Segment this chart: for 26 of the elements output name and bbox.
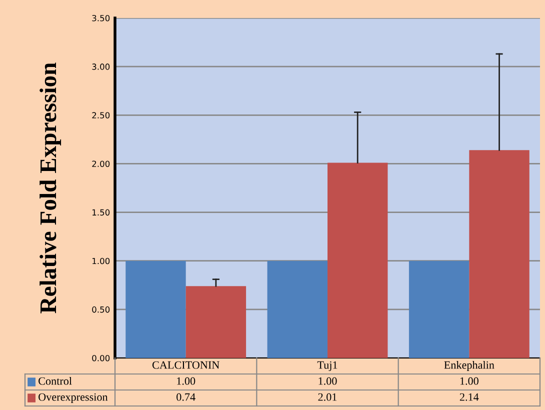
data-label: 1.00 [177,377,196,385]
data-label: 0.74 [176,393,196,401]
x-tick-label: Tuj1 [317,361,338,372]
y-tick-label: 1.50 [92,209,110,216]
y-tick-label: 2.50 [92,112,110,118]
y-tick-label: 3.00 [92,64,110,70]
y-axis-title: Relative Fold Expression [40,62,62,314]
bar [328,162,388,358]
y-tick-label: 3.50 [92,14,110,22]
y-tick-label: 0.50 [92,306,110,313]
data-label: 2.14 [460,393,479,401]
data-label: 2.01 [318,393,337,401]
x-tick-label: CALCITONIN [152,361,220,369]
y-tick-label: 0.00 [92,354,110,362]
x-tick-label: Enkephalin [444,360,494,372]
legend-label: Overexpression [38,393,108,404]
y-tick-label: 1.00 [92,258,110,264]
bar [126,260,186,358]
y-tick-label: 2.00 [92,160,110,167]
data-label: 1.00 [318,377,337,385]
bar [186,286,246,358]
bar [469,150,530,358]
bar [408,260,470,358]
data-label: 1.00 [460,377,478,385]
bar [267,260,328,358]
legend-label: Control [38,376,72,385]
